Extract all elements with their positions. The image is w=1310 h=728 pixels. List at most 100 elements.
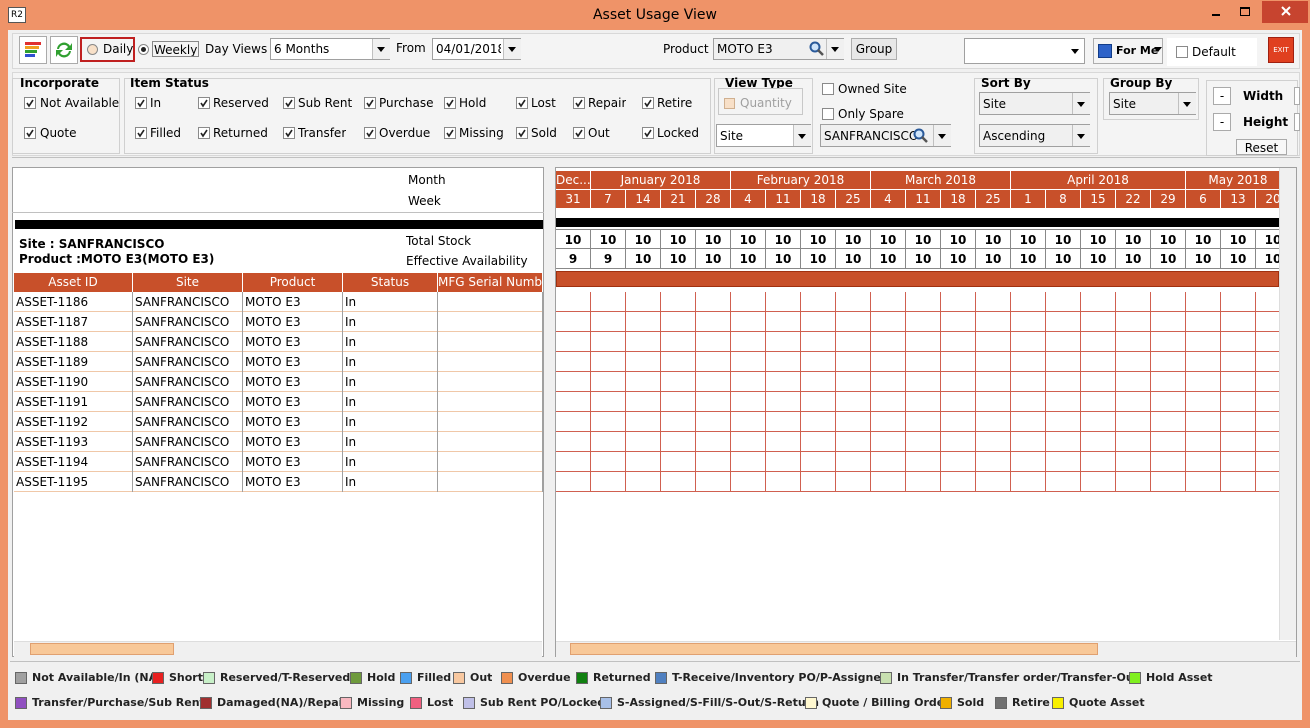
grid-cell[interactable] (731, 352, 766, 372)
status-checkbox[interactable] (198, 127, 210, 139)
only-spare-checkbox[interactable] (822, 108, 834, 120)
grid-cell[interactable] (626, 392, 661, 412)
grid-cell[interactable] (1081, 472, 1116, 492)
grid-cell[interactable] (1221, 312, 1256, 332)
grid-cell[interactable] (906, 372, 941, 392)
status-checkbox[interactable] (364, 97, 376, 109)
grid-cell[interactable] (1116, 352, 1151, 372)
grid-cell[interactable] (626, 452, 661, 472)
grid-cell[interactable] (836, 372, 871, 392)
grid-cell[interactable] (836, 452, 871, 472)
grid-cell[interactable] (906, 292, 941, 312)
radio[interactable] (87, 44, 98, 55)
dropdown-button[interactable] (933, 125, 951, 146)
size-minus-button[interactable]: - (1213, 113, 1231, 131)
grid-cell[interactable] (766, 312, 801, 332)
grid-cell[interactable] (766, 372, 801, 392)
grid-cell[interactable] (1221, 372, 1256, 392)
grid-cell[interactable] (696, 452, 731, 472)
refresh-button[interactable] (50, 36, 78, 64)
daily-option[interactable] (80, 37, 135, 62)
grid-cell[interactable] (661, 432, 696, 452)
grid-cell[interactable] (1186, 472, 1221, 492)
grid-cell[interactable] (836, 332, 871, 352)
grid-cell[interactable] (766, 412, 801, 432)
week-header[interactable]: 4 (731, 190, 766, 208)
grid-cell[interactable] (1256, 292, 1279, 312)
column-header[interactable]: Product (243, 273, 343, 292)
only-spare-label[interactable]: Only Spare (838, 107, 904, 121)
grid-cell[interactable] (976, 372, 1011, 392)
status-checkbox[interactable] (642, 127, 654, 139)
grid-cell[interactable] (556, 312, 591, 332)
grid-cell[interactable] (661, 392, 696, 412)
week-header[interactable]: 20 (1256, 190, 1279, 208)
status-checkbox[interactable] (573, 127, 585, 139)
grid-cell[interactable] (626, 312, 661, 332)
month-header[interactable]: January 2018 (591, 171, 731, 189)
grid-cell[interactable] (976, 432, 1011, 452)
month-header[interactable]: March 2018 (871, 171, 1011, 189)
grid-cell[interactable] (766, 332, 801, 352)
grid-cell[interactable] (1256, 392, 1279, 412)
grid-cell[interactable] (801, 392, 836, 412)
grid-cell[interactable] (976, 292, 1011, 312)
grid-cell[interactable] (1011, 412, 1046, 432)
grid-cell[interactable] (906, 432, 941, 452)
grid-cell[interactable] (1186, 412, 1221, 432)
grid-cell[interactable] (591, 352, 626, 372)
dropdown-button[interactable] (1072, 93, 1090, 114)
grid-cell[interactable] (1046, 472, 1081, 492)
grid-cell[interactable] (556, 452, 591, 472)
owned-site-label[interactable]: Owned Site (838, 82, 907, 96)
grid-cell[interactable] (1151, 292, 1186, 312)
grid-cell[interactable] (1011, 452, 1046, 472)
grid-cell[interactable] (731, 392, 766, 412)
day-views-select[interactable]: 6 Months (270, 38, 390, 60)
grid-cell[interactable] (1256, 472, 1279, 492)
week-header[interactable]: 28 (696, 190, 731, 208)
status-item[interactable]: Sold (531, 126, 557, 140)
week-header[interactable]: 25 (836, 190, 871, 208)
from-date[interactable]: 04/01/2018 (432, 38, 521, 60)
grid-cell[interactable] (1116, 472, 1151, 492)
exit-button[interactable]: EXIT (1268, 37, 1294, 63)
grid-cell[interactable] (906, 472, 941, 492)
grid-cell[interactable] (556, 292, 591, 312)
grid-cell[interactable] (731, 332, 766, 352)
grid-cell[interactable] (661, 312, 696, 332)
grid-cell[interactable] (836, 292, 871, 312)
status-item[interactable]: Hold (459, 96, 487, 110)
grid-cell[interactable] (1046, 352, 1081, 372)
week-header[interactable]: 18 (941, 190, 976, 208)
status-checkbox[interactable] (283, 97, 295, 109)
grid-cell[interactable] (1011, 432, 1046, 452)
status-checkbox[interactable] (135, 127, 147, 139)
grid-cell[interactable] (731, 432, 766, 452)
grid-cell[interactable] (731, 312, 766, 332)
grid-cell[interactable] (626, 332, 661, 352)
week-header[interactable]: 25 (976, 190, 1011, 208)
grid-cell[interactable] (556, 412, 591, 432)
incorporate-item[interactable]: Not Available (40, 96, 120, 110)
grid-cell[interactable] (836, 432, 871, 452)
reset-button[interactable]: Reset (1236, 139, 1287, 155)
grid-cell[interactable] (766, 392, 801, 412)
grid-cell[interactable] (976, 392, 1011, 412)
grid-cell[interactable] (1116, 292, 1151, 312)
week-header[interactable]: 4 (871, 190, 906, 208)
grid-cell[interactable] (591, 372, 626, 392)
grid-cell[interactable] (661, 452, 696, 472)
status-item[interactable]: Returned (213, 126, 268, 140)
grid-cell[interactable] (1151, 452, 1186, 472)
grid-cell[interactable] (731, 292, 766, 312)
group-by-select[interactable]: Site (1109, 92, 1196, 115)
status-checkbox[interactable] (642, 97, 654, 109)
status-item[interactable]: Locked (657, 126, 699, 140)
view-type-select[interactable]: Site (716, 124, 811, 147)
grid-cell[interactable] (1116, 372, 1151, 392)
grid-cell[interactable] (591, 452, 626, 472)
grid-cell[interactable] (766, 452, 801, 472)
grid-cell[interactable] (1151, 432, 1186, 452)
group-button[interactable]: Group (851, 38, 897, 60)
